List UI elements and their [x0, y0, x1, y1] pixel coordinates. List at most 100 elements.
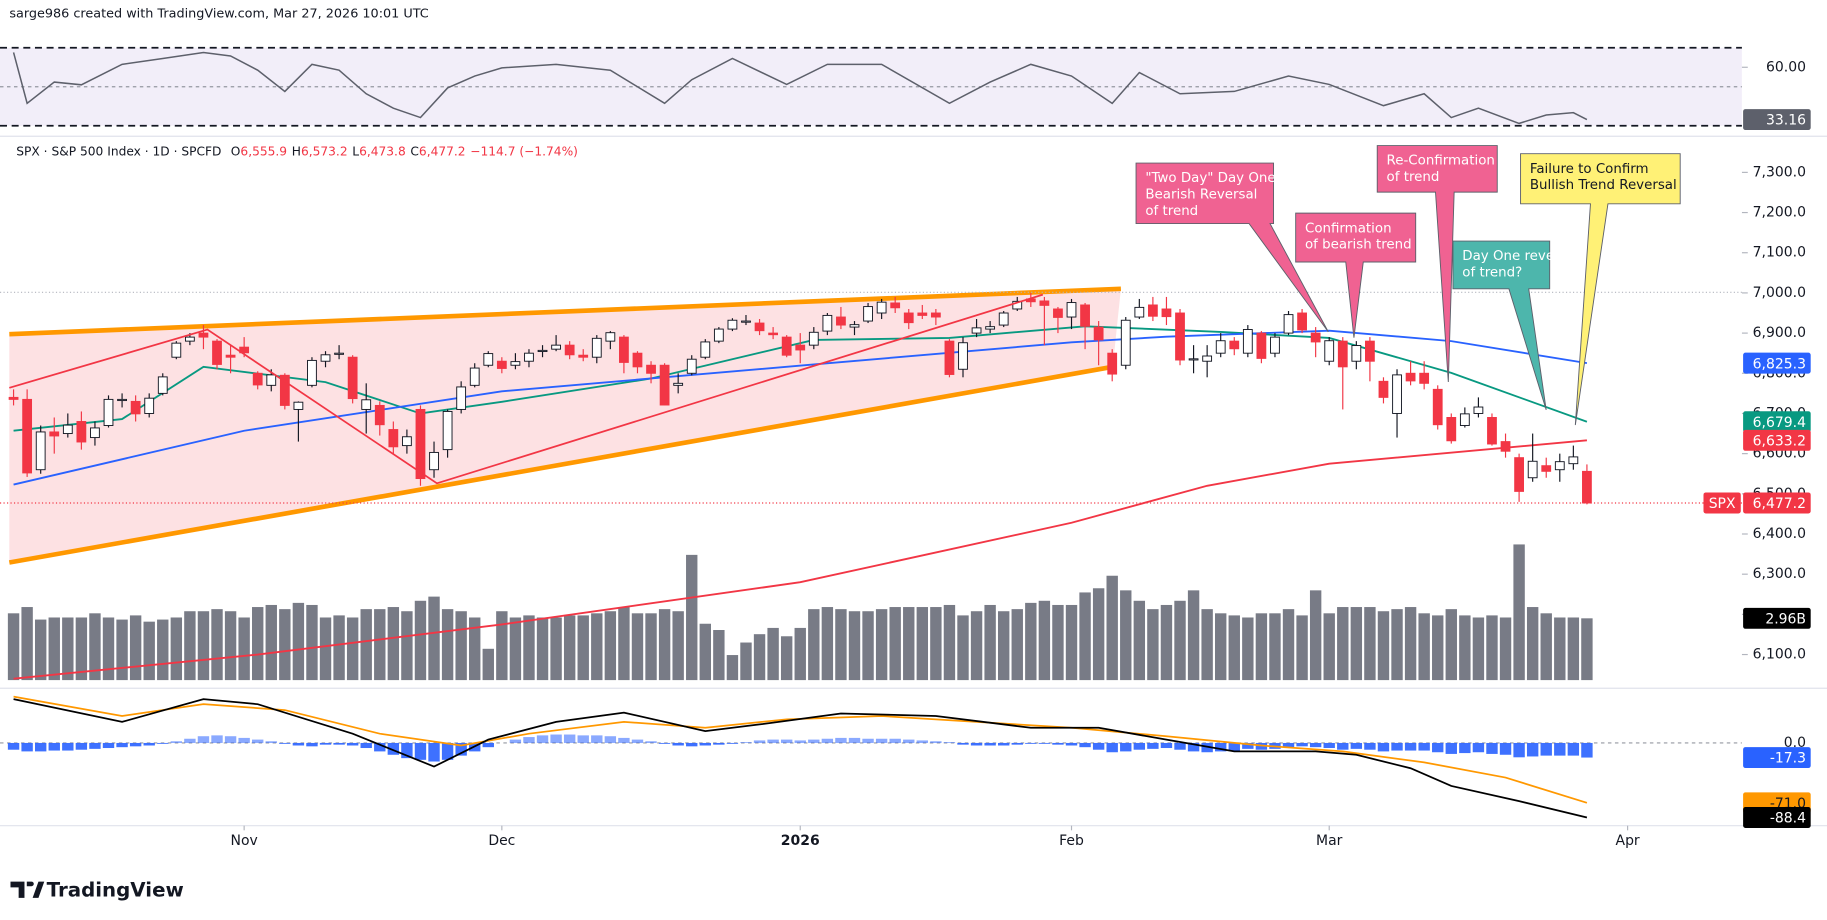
macd-histogram-bar — [550, 734, 562, 743]
candle-body — [144, 397, 155, 414]
macd-histogram-bar — [631, 739, 644, 743]
volume-bar — [1174, 600, 1186, 681]
candle-body — [944, 340, 955, 375]
candle-body — [415, 408, 426, 480]
macd-histogram-bar — [1418, 742, 1430, 751]
macd-histogram-bar — [157, 742, 169, 744]
candle-body — [157, 376, 168, 394]
macd-histogram-bar — [116, 742, 128, 748]
volume-bar — [780, 636, 793, 681]
candle-body — [171, 342, 182, 358]
macd-histogram-bar — [1377, 742, 1390, 752]
volume-bar — [1581, 618, 1593, 681]
callout-text: of bearish trend — [1305, 238, 1412, 253]
volume-bar — [1255, 613, 1268, 681]
candle-body — [1188, 358, 1199, 361]
macd-histogram-bar — [306, 742, 318, 747]
volume-bar — [658, 609, 671, 681]
volume-bar — [469, 617, 481, 681]
candle-body — [1215, 340, 1226, 354]
candle-body — [510, 361, 521, 366]
macd-histogram-bar — [482, 742, 494, 748]
macd-histogram-bar — [21, 742, 33, 752]
volume-bar — [1296, 615, 1308, 681]
macd-histogram-bar — [889, 738, 901, 743]
macd-histogram-bar — [835, 737, 847, 743]
volume-last-label-bg — [1743, 607, 1811, 629]
macd-histogram-bar — [1499, 742, 1512, 755]
callout-text: "Two Day" Day One — [1145, 171, 1275, 186]
candle-body — [1283, 314, 1294, 334]
volume-bar — [1418, 613, 1430, 681]
volume — [7, 544, 1593, 681]
change: −114.7 (−1.74%) — [470, 144, 578, 158]
brand-logo — [10, 881, 45, 898]
candle-body — [1297, 312, 1307, 331]
volume-bar — [7, 613, 20, 681]
candle-body — [1541, 465, 1552, 472]
candle-body — [1229, 340, 1240, 350]
macd-pane — [0, 695, 1742, 819]
macd-histogram-bar — [618, 737, 630, 743]
macd-histogram-bar — [970, 742, 983, 746]
macd-histogram-bar — [604, 736, 617, 743]
candle-body — [836, 316, 846, 326]
volume-bar — [1364, 607, 1376, 681]
moving-average — [13, 439, 1587, 680]
volume-bar — [1309, 590, 1322, 681]
macd-histogram-bar — [1092, 742, 1105, 750]
volume-bar — [509, 617, 522, 681]
macd-histogram-bar — [170, 741, 183, 743]
candle-body — [1527, 460, 1538, 479]
macd-histogram-bar — [1174, 742, 1186, 750]
callout-text: Bearish Reversal — [1145, 187, 1257, 202]
volume-bar — [1242, 617, 1254, 681]
macd-histogram-bar — [1309, 742, 1322, 748]
macd-histogram-bar — [1025, 742, 1037, 744]
candle-body — [1459, 413, 1470, 426]
callout-shape — [1376, 145, 1498, 383]
macd-histogram-bar — [441, 742, 454, 760]
volume-bar — [374, 609, 386, 681]
volume-bar — [1269, 613, 1281, 681]
volume-bar — [34, 619, 47, 681]
volume-bar — [808, 609, 820, 681]
macd-histogram-bar — [252, 739, 264, 743]
x-tick-label: 2026 — [781, 833, 820, 849]
volume-bar — [62, 617, 74, 681]
macd-histogram-bar — [238, 737, 250, 743]
candle-body — [49, 431, 60, 437]
candle-body — [808, 331, 819, 346]
candle-body — [1378, 380, 1389, 398]
candle-body — [361, 399, 372, 410]
candle-body — [1202, 355, 1213, 362]
ma-last-label: 6,679.4 — [1753, 415, 1806, 431]
volume-bar — [184, 611, 196, 681]
volume-bar — [563, 615, 576, 681]
wedge-upper — [9, 286, 1121, 337]
last-price-tag-bg — [1703, 492, 1741, 514]
volume-bar — [957, 615, 969, 681]
macd-histogram-bar — [957, 742, 969, 745]
candle-body — [1473, 406, 1484, 414]
candle-body — [958, 342, 968, 370]
macd-histogram-bar — [102, 742, 115, 749]
volume-bar — [1106, 575, 1118, 681]
macd-histogram-bar — [780, 739, 793, 743]
macd-histogram-bar — [1337, 742, 1349, 750]
histogram-last-label: -17.3 — [1770, 751, 1806, 767]
candle-body — [320, 354, 331, 362]
volume-bar — [1486, 615, 1498, 681]
macd-histogram-bar — [319, 742, 332, 745]
callout-text: Bullish Trend Reversal — [1530, 178, 1677, 193]
volume-bar — [767, 627, 779, 681]
macd-histogram-bar — [753, 740, 766, 743]
candle-body — [347, 356, 358, 400]
macd-histogram-bar — [1391, 742, 1403, 751]
macd-histogram-bar — [360, 742, 372, 749]
volume-bar — [686, 554, 698, 681]
macd-last-label: -88.4 — [1770, 811, 1806, 827]
volume-bar — [1404, 607, 1417, 681]
macd-histogram-bar — [1133, 742, 1146, 750]
